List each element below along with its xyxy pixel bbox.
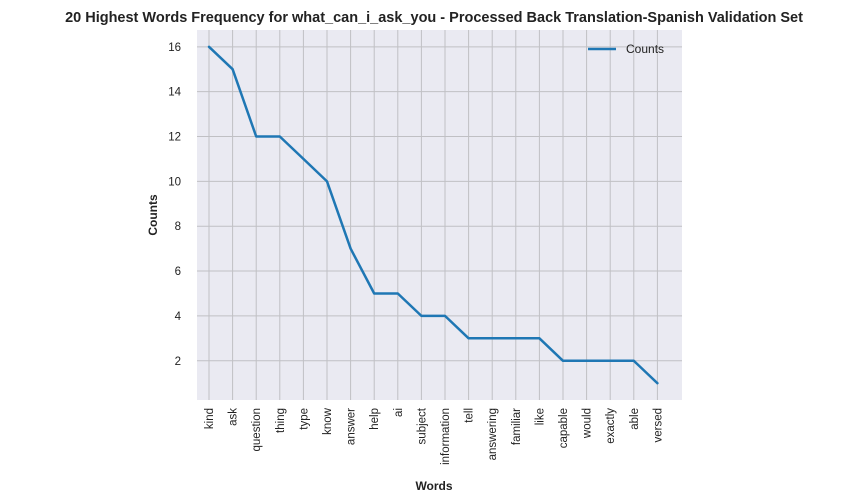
- legend-label-counts: Counts: [626, 42, 664, 56]
- x-tick-label: familiar: [511, 408, 523, 445]
- legend: Counts: [588, 42, 664, 56]
- x-tick-label: thing: [275, 408, 287, 433]
- series-lines: [207, 45, 659, 385]
- series-line-counts: [207, 45, 659, 385]
- chart-title: 20 Highest Words Frequency for what_can_…: [65, 10, 803, 26]
- x-tick-label: question: [251, 408, 263, 451]
- y-tick-label: 12: [168, 132, 181, 144]
- x-tick-label: ask: [228, 408, 240, 426]
- x-tick-label: versed: [652, 408, 664, 443]
- y-tick-label: 6: [175, 266, 181, 278]
- y-tick-label: 4: [175, 311, 182, 323]
- y-axis-label: Counts: [146, 194, 160, 236]
- x-axis-label: Words: [415, 479, 452, 493]
- x-tick-label: would: [582, 408, 594, 439]
- y-tick-label: 2: [175, 356, 181, 368]
- x-axis-ticks: kind ask question thing type know answer help ai…: [204, 407, 664, 465]
- x-tick-label: type: [298, 408, 310, 430]
- y-tick-label: 16: [168, 42, 181, 54]
- x-tick-label: help: [369, 408, 381, 430]
- x-tick-label: information: [440, 408, 452, 465]
- x-tick-label: ai: [393, 408, 405, 417]
- x-tick-label: capable: [558, 408, 570, 448]
- x-tick-label: know: [322, 407, 334, 435]
- y-axis-ticks: 2 4 6 8 10 12 14 16: [168, 42, 181, 368]
- x-tick-label: answer: [346, 408, 358, 445]
- x-tick-label: exactly: [605, 408, 617, 444]
- y-tick-label: 14: [168, 87, 181, 99]
- x-tick-label: like: [534, 408, 546, 425]
- plot-area: [197, 30, 682, 400]
- x-tick-label: tell: [464, 408, 476, 423]
- y-tick-label: 10: [168, 176, 181, 188]
- x-tick-label: subject: [416, 407, 428, 444]
- x-tick-label: kind: [204, 408, 216, 429]
- x-tick-label: able: [629, 408, 641, 430]
- y-tick-label: 8: [175, 221, 181, 233]
- x-tick-label: answering: [487, 408, 499, 460]
